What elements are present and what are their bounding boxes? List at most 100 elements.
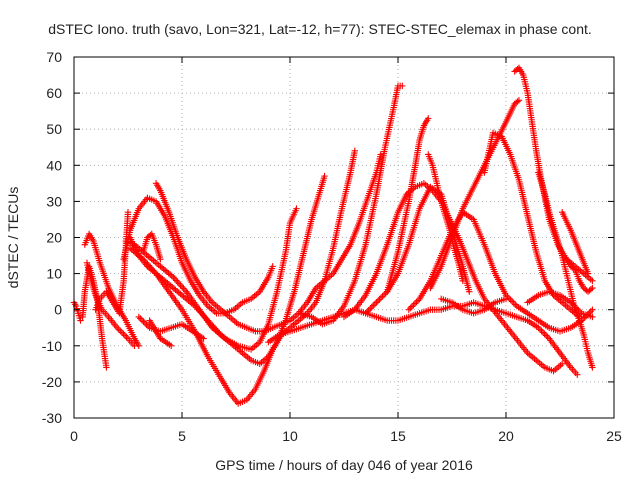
data-point [173, 277, 180, 284]
data-point [414, 297, 422, 304]
data-point [510, 299, 517, 307]
data-point [115, 326, 122, 333]
data-point [535, 324, 542, 331]
data-point [174, 278, 181, 286]
data-point [351, 147, 358, 155]
data-point [373, 299, 380, 306]
y-tick-label: 10 [46, 266, 62, 282]
series-5 [120, 194, 276, 317]
data-point [114, 324, 121, 331]
series-1 [79, 263, 110, 371]
data-point [512, 301, 519, 308]
data-point [413, 298, 420, 306]
data-point [362, 310, 369, 317]
y-tick-label: 50 [46, 121, 62, 137]
data-point [374, 297, 382, 305]
data-point [541, 330, 548, 338]
data-point [538, 327, 545, 335]
data-point [180, 285, 187, 292]
series-23 [511, 64, 596, 285]
y-tick-label: 60 [46, 85, 62, 101]
data-point [293, 205, 300, 212]
data-point [579, 315, 587, 323]
x-tick-label: 0 [70, 428, 78, 444]
data-point [584, 270, 592, 277]
data-point [157, 255, 164, 263]
data-point [117, 327, 124, 335]
y-tick-label: -20 [42, 374, 62, 390]
data-point [589, 284, 596, 292]
data-marks [70, 64, 596, 407]
data-point [574, 371, 581, 378]
series-13 [265, 299, 581, 378]
y-tick-label: 30 [46, 193, 62, 209]
data-point [123, 333, 130, 341]
data-point [515, 97, 523, 104]
data-point [405, 306, 412, 313]
series-22 [481, 129, 583, 321]
series-21 [438, 295, 510, 317]
data-point [363, 308, 371, 315]
data-point [377, 294, 385, 302]
x-tick-label: 15 [390, 428, 406, 444]
data-point [377, 151, 384, 158]
data-point [570, 265, 577, 272]
data-point [368, 303, 375, 311]
data-point [103, 364, 110, 371]
data-point [135, 313, 142, 321]
data-point [131, 342, 138, 349]
x-tick-label: 20 [498, 428, 514, 444]
data-point [137, 315, 144, 322]
data-point [370, 302, 377, 309]
series-11 [139, 230, 164, 263]
data-point [124, 209, 132, 216]
data-point [399, 82, 406, 90]
series-14 [297, 82, 406, 328]
data-point [177, 282, 184, 289]
data-point [382, 289, 389, 297]
y-tick-label: 70 [46, 49, 62, 65]
x-tick-label: 10 [282, 428, 298, 444]
data-point [502, 295, 510, 303]
data-point [77, 317, 84, 324]
data-point [178, 283, 186, 291]
series-7 [126, 172, 328, 368]
y-tick-label: 40 [46, 157, 62, 173]
data-point [171, 275, 178, 283]
data-point [138, 316, 146, 324]
x-axis-label: GPS time / hours of day 046 of year 2016 [215, 457, 473, 473]
data-point [380, 291, 388, 298]
data-point [459, 277, 466, 285]
data-point [371, 300, 379, 308]
x-tick-label: 25 [606, 428, 622, 444]
data-point [410, 301, 417, 309]
x-tick-label: 5 [178, 428, 186, 444]
series-26 [563, 255, 596, 295]
data-point [408, 303, 416, 310]
series-8 [126, 147, 358, 407]
data-point [589, 364, 596, 371]
series-17 [384, 115, 432, 295]
series-25 [535, 169, 596, 371]
series-19 [425, 151, 466, 285]
data-point [168, 342, 175, 349]
data-point [367, 305, 374, 312]
data-point [376, 296, 383, 303]
series-6 [122, 205, 300, 353]
grid [74, 57, 614, 418]
data-point [466, 288, 473, 295]
data-point [269, 263, 276, 270]
data-point [587, 308, 595, 315]
y-tick-label: -30 [42, 410, 62, 426]
data-point [507, 296, 514, 304]
data-point [407, 304, 414, 312]
chart-title: dSTEC Iono. truth (savo, Lon=321, Lat=-1… [48, 21, 592, 37]
data-point [536, 326, 544, 333]
data-point [589, 277, 596, 285]
series-27 [558, 209, 592, 277]
data-point [118, 329, 126, 336]
series-3 [83, 259, 138, 349]
data-point [411, 300, 419, 307]
data-point [120, 330, 127, 338]
